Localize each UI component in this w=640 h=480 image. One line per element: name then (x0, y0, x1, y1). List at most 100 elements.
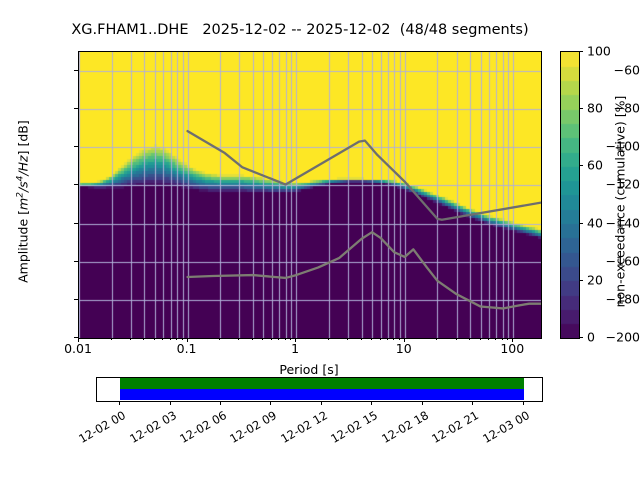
x-tick-mark-minor (154, 338, 155, 340)
x-tick-mark-minor (278, 338, 279, 340)
y-tick-mark (74, 299, 78, 300)
colorbar (560, 51, 580, 339)
y-tick-mark (74, 261, 78, 262)
x-tick-mark-minor (380, 338, 381, 340)
timeline-tick-mark (270, 401, 271, 405)
data-coverage-timeline (96, 377, 543, 402)
timeline-tick-label: 12-02 12 (278, 408, 330, 446)
x-tick-mark-minor (361, 338, 362, 340)
y-tick-label: −200 (605, 329, 640, 345)
y-tick-mark (74, 70, 78, 71)
timeline-tick-mark (422, 401, 423, 405)
x-tick-mark-minor (238, 338, 239, 340)
colorbar-tick-mark (579, 280, 583, 281)
x-tick-mark-minor (262, 338, 263, 340)
y-tick-mark (74, 337, 78, 338)
timeline-tick-label: 12-02 21 (429, 408, 482, 446)
x-tick-mark-minor (130, 338, 131, 340)
x-tick-mark-minor (387, 338, 388, 340)
data-coverage-green (120, 378, 524, 389)
y-tick-mark (74, 184, 78, 185)
x-tick-mark-minor (111, 338, 112, 340)
x-tick-mark-minor (182, 338, 183, 340)
x-tick-mark-major (404, 338, 405, 342)
colorbar-tick-label: 0 (587, 329, 595, 345)
x-tick-mark-major (295, 338, 296, 342)
x-tick-label: 100 (500, 341, 525, 356)
colorbar-tick-label: 80 (587, 100, 603, 116)
colorbar-tick-label: 100 (587, 43, 611, 59)
colorbar-tick-mark (579, 223, 583, 224)
colorbar-tick-mark (579, 165, 583, 166)
x-tick-mark-minor (456, 338, 457, 340)
y-tick-label: −120 (605, 176, 640, 192)
x-tick-mark-minor (469, 338, 470, 340)
x-axis-label: Period [s] (279, 362, 339, 377)
y-tick-label: −100 (605, 138, 640, 154)
low-noise-model-curve (186, 231, 541, 310)
timeline-tick-label: 12-03 00 (479, 408, 532, 446)
x-tick-mark-minor (143, 338, 144, 340)
y-tick-mark (74, 223, 78, 224)
x-tick-label: 10 (395, 341, 412, 356)
x-tick-mark-minor (290, 338, 291, 340)
x-tick-mark-major (512, 338, 513, 342)
timeline-tick-label: 12-02 18 (379, 408, 431, 446)
x-tick-mark-minor (162, 338, 163, 340)
timeline-tick-mark (119, 401, 120, 405)
y-tick-label: −180 (605, 291, 640, 307)
x-tick-mark-minor (176, 338, 177, 340)
timeline-tick-mark (472, 401, 473, 405)
x-tick-mark-minor (347, 338, 348, 340)
timeline-tick-mark (523, 401, 524, 405)
ppsd-plot-area (78, 51, 542, 339)
x-tick-mark-minor (436, 338, 437, 340)
x-tick-mark-minor (285, 338, 286, 340)
colorbar-gradient (561, 52, 579, 338)
x-tick-mark-minor (271, 338, 272, 340)
y-axis-label: Amplitude [m2/s4/Hz] [dB] (15, 120, 31, 283)
y-tick-label: −60 (613, 62, 640, 78)
timeline-tick-mark (220, 401, 221, 405)
colorbar-tick-label: 40 (587, 215, 603, 231)
x-tick-mark-minor (252, 338, 253, 340)
timeline-tick-label: 12-02 09 (227, 408, 280, 446)
y-tick-label: −80 (613, 100, 640, 116)
noise-model-curves (186, 129, 541, 310)
timeline-tick-label: 12-02 03 (126, 408, 179, 446)
page-title: XG.FHAM1..DHE 2025-12-02 -- 2025-12-02 (… (71, 22, 529, 38)
y-tick-mark (74, 146, 78, 147)
x-tick-label: 0.1 (176, 341, 197, 356)
colorbar-tick-mark (579, 337, 583, 338)
x-tick-mark-minor (328, 338, 329, 340)
x-tick-mark-major (78, 338, 79, 342)
colorbar-tick-label: 20 (587, 272, 603, 288)
x-tick-mark-major (187, 338, 188, 342)
x-tick-mark-minor (507, 338, 508, 340)
timeline-tick-label: 12-02 15 (328, 408, 381, 446)
colorbar-label: non-exceedance (cumulative) [%] (612, 95, 628, 308)
x-tick-label: 0.01 (64, 341, 92, 356)
x-tick-mark-minor (219, 338, 220, 340)
timeline-tick-mark (321, 401, 322, 405)
timeline-tick-mark (170, 401, 171, 405)
high-noise-model-curve (186, 129, 541, 221)
x-tick-mark-minor (495, 338, 496, 340)
y-tick-mark (74, 108, 78, 109)
plot-gridlines (79, 52, 541, 338)
x-tick-mark-minor (399, 338, 400, 340)
x-tick-mark-minor (488, 338, 489, 340)
timeline-tick-mark (371, 401, 372, 405)
x-tick-mark-minor (170, 338, 171, 340)
colorbar-tick-mark (579, 51, 583, 52)
x-tick-mark-minor (393, 338, 394, 340)
x-tick-mark-minor (480, 338, 481, 340)
colorbar-tick-label: 60 (587, 157, 603, 173)
data-coverage-blue (120, 389, 524, 400)
x-tick-label: 1 (291, 341, 300, 356)
x-tick-mark-minor (371, 338, 372, 340)
colorbar-tick-mark (579, 108, 583, 109)
y-tick-label: −160 (605, 253, 640, 269)
x-tick-mark-minor (502, 338, 503, 340)
